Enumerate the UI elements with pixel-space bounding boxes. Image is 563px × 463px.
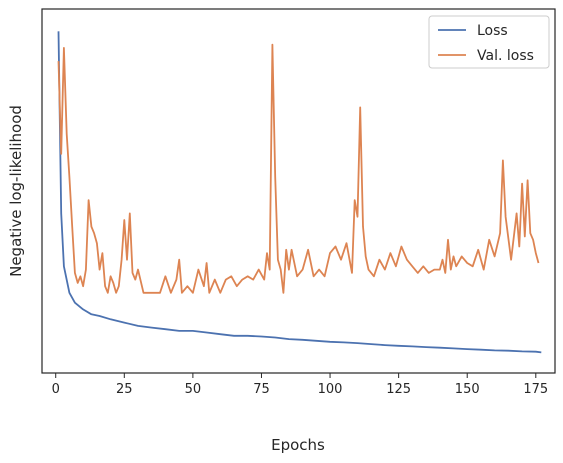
legend-label-val-loss: Val. loss bbox=[477, 48, 534, 64]
x-tick-label: 0 bbox=[52, 382, 60, 397]
legend-label-loss: Loss bbox=[477, 23, 508, 39]
series-layer bbox=[57, 31, 542, 354]
x-tick-label: 75 bbox=[253, 382, 270, 397]
legend: Loss Val. loss bbox=[428, 15, 550, 69]
x-tick-label: 100 bbox=[318, 382, 343, 397]
x-tick-label: 150 bbox=[455, 382, 480, 397]
x-tick-label: 125 bbox=[386, 382, 411, 397]
x-axis-ticks: 0 25 50 75 100 125 150 175 bbox=[52, 373, 548, 397]
x-tick-label: 25 bbox=[116, 382, 133, 397]
x-axis-label: Epochs bbox=[271, 436, 325, 454]
series-line-loss bbox=[57, 31, 542, 354]
y-axis-label: Negative log-likelihood bbox=[7, 105, 25, 277]
plot-frame bbox=[41, 8, 556, 374]
x-tick-label: 50 bbox=[185, 382, 202, 397]
series-line-val-loss bbox=[57, 43, 540, 294]
x-tick-label: 175 bbox=[523, 382, 548, 397]
